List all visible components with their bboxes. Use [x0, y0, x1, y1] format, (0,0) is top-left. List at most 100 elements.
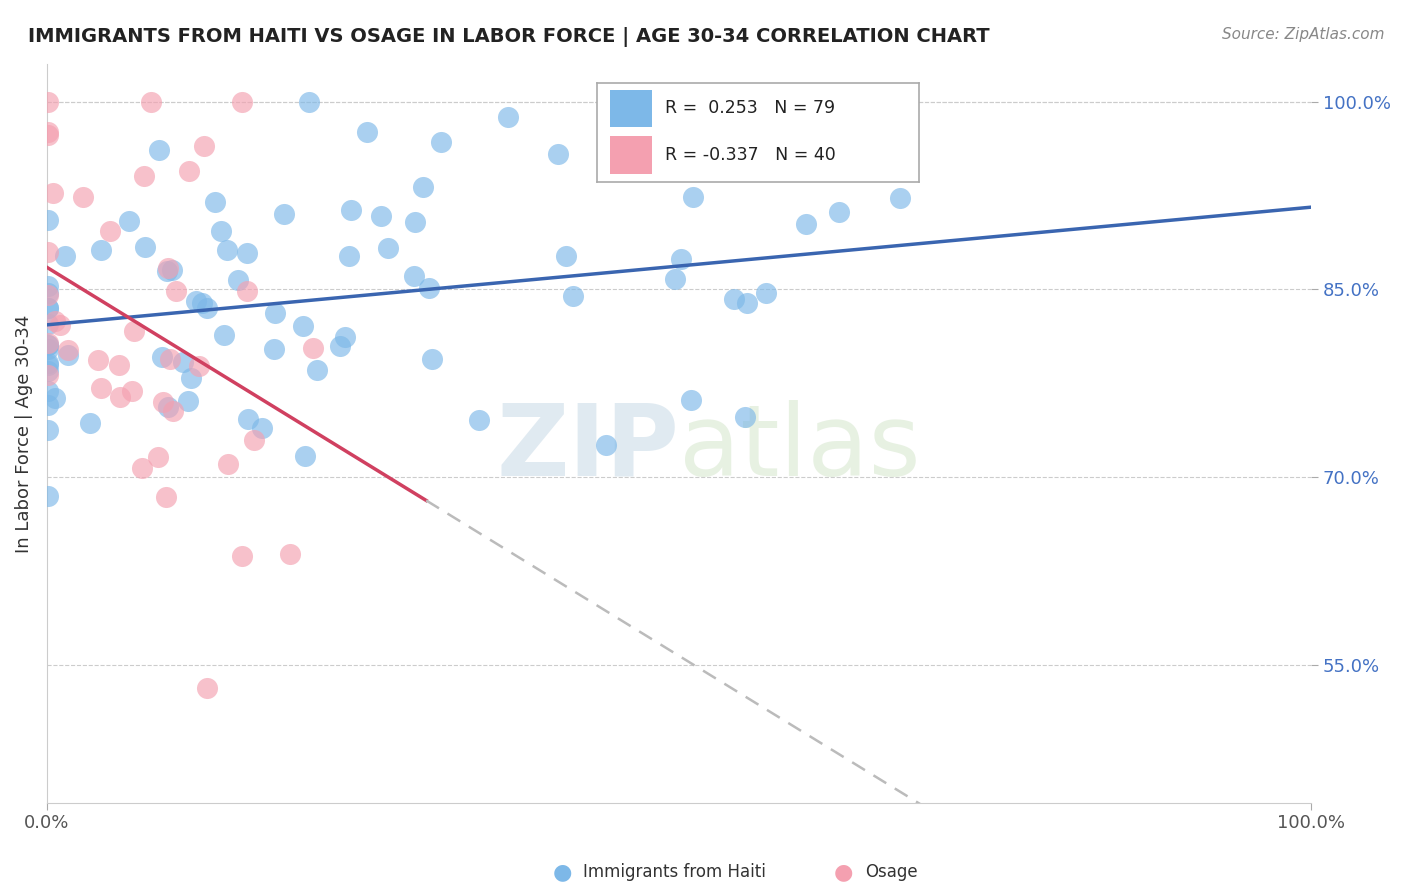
Point: [209, 224, 232, 238]
Point: [165, 284, 187, 298]
Point: [217, 457, 239, 471]
Point: [37, 128, 59, 143]
Point: [139, 95, 162, 109]
Point: [184, 293, 207, 308]
Point: [263, 343, 285, 357]
Point: [37, 318, 59, 332]
Point: [48, 318, 70, 332]
Point: [37, 384, 59, 399]
Point: [79, 417, 101, 431]
Point: [412, 180, 434, 194]
Point: [56, 348, 79, 362]
Point: [160, 263, 183, 277]
Point: [214, 328, 236, 343]
Point: [37, 301, 59, 315]
Point: [561, 289, 583, 303]
Point: [307, 363, 329, 377]
Point: [177, 393, 200, 408]
Text: ●: ●: [553, 863, 572, 882]
Point: [37, 338, 59, 352]
Point: [159, 352, 181, 367]
Point: [294, 449, 316, 463]
Point: [679, 392, 702, 407]
Point: [156, 264, 179, 278]
Point: [72, 190, 94, 204]
Point: [37, 356, 59, 370]
Point: [117, 213, 139, 227]
Point: [291, 319, 314, 334]
Y-axis label: In Labor Force | Age 30-34: In Labor Force | Age 30-34: [15, 314, 32, 552]
Point: [44, 391, 66, 405]
Point: [155, 490, 177, 504]
Point: [204, 194, 226, 209]
Point: [402, 268, 425, 283]
Point: [37, 244, 59, 259]
Text: Immigrants from Haiti: Immigrants from Haiti: [583, 863, 766, 881]
Point: [146, 450, 169, 464]
Point: [131, 461, 153, 475]
Point: [110, 390, 132, 404]
Point: [150, 350, 173, 364]
Point: [339, 249, 361, 263]
Point: [37, 423, 59, 437]
Text: IMMIGRANTS FROM HAITI VS OSAGE IN LABOR FORCE | AGE 30-34 CORRELATION CHART: IMMIGRANTS FROM HAITI VS OSAGE IN LABOR …: [28, 27, 990, 46]
Point: [333, 330, 356, 344]
Point: [250, 421, 273, 435]
Point: [723, 293, 745, 307]
Point: [231, 95, 253, 109]
Text: ZIP: ZIP: [496, 400, 679, 497]
Point: [236, 412, 259, 426]
Point: [278, 547, 301, 561]
Point: [180, 370, 202, 384]
Point: [156, 400, 179, 414]
Point: [231, 549, 253, 563]
Point: [162, 404, 184, 418]
Text: atlas: atlas: [679, 400, 921, 497]
Point: [37, 125, 59, 139]
Point: [134, 240, 156, 254]
Point: [468, 412, 491, 426]
Point: [191, 296, 214, 310]
Point: [298, 95, 321, 109]
Point: [264, 306, 287, 320]
Point: [418, 280, 440, 294]
Point: [121, 384, 143, 399]
Point: [889, 191, 911, 205]
Point: [37, 489, 59, 503]
Point: [370, 209, 392, 223]
Point: [53, 249, 76, 263]
Point: [755, 285, 778, 300]
Point: [37, 213, 59, 227]
Point: [236, 246, 259, 260]
Point: [56, 343, 79, 357]
Point: [44, 314, 66, 328]
Point: [172, 355, 194, 369]
Point: [195, 301, 218, 316]
Point: [422, 351, 444, 366]
Point: [37, 279, 59, 293]
Point: [37, 342, 59, 356]
Text: Osage: Osage: [865, 863, 917, 881]
Point: [89, 243, 111, 257]
Point: [430, 136, 453, 150]
Point: [87, 353, 110, 368]
Point: [179, 164, 201, 178]
Point: [37, 368, 59, 383]
Point: [108, 358, 131, 372]
Point: [37, 364, 59, 378]
Text: ●: ●: [834, 863, 853, 882]
Point: [42, 186, 65, 200]
Point: [215, 243, 238, 257]
Point: [329, 339, 352, 353]
Point: [37, 335, 59, 350]
Point: [498, 110, 520, 124]
Point: [132, 169, 155, 184]
Point: [188, 359, 211, 373]
Point: [734, 409, 756, 424]
Point: [152, 395, 174, 409]
Point: [37, 287, 59, 301]
Point: [377, 241, 399, 255]
Point: [273, 206, 295, 220]
Point: [37, 338, 59, 352]
Point: [98, 224, 121, 238]
